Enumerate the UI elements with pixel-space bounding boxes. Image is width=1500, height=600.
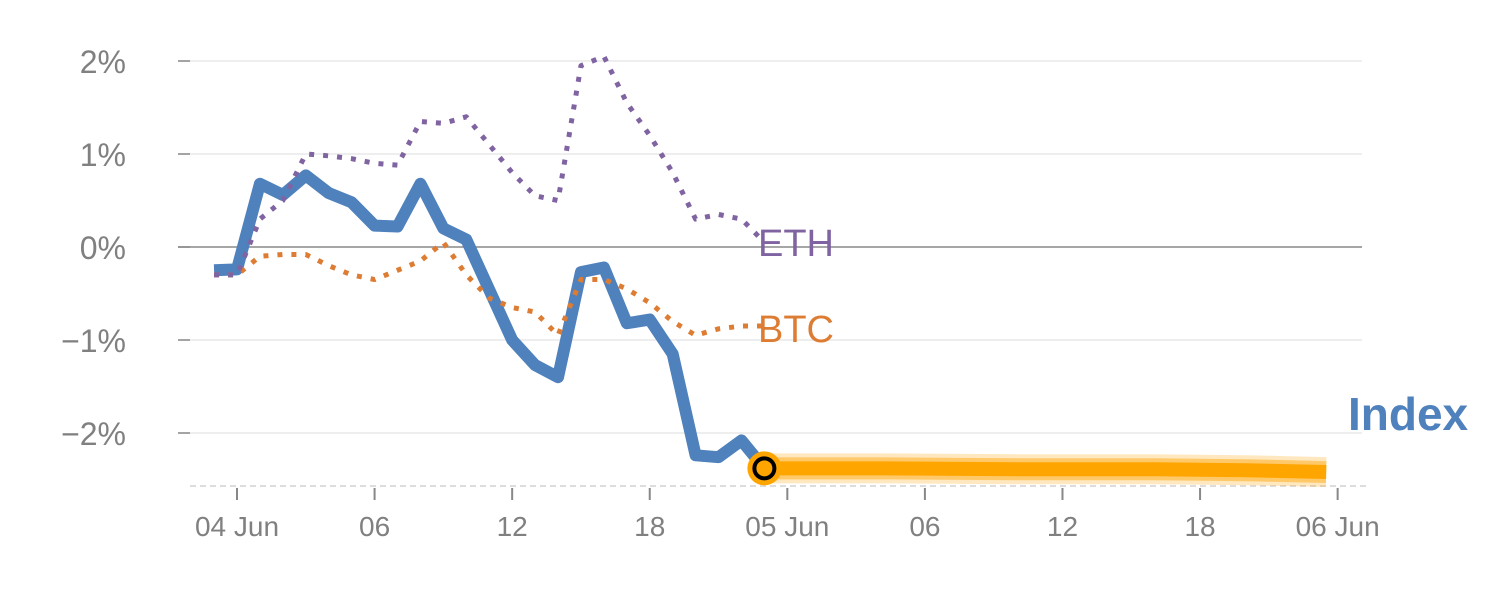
gridlines: [178, 60, 1368, 487]
x-tick-label: 06: [909, 511, 940, 542]
series-line-btc: [214, 239, 765, 338]
x-tick-label: 18: [1184, 511, 1215, 542]
forecast-band: [764, 453, 1327, 488]
x-tick-label: 06: [359, 511, 390, 542]
current-point-marker: [752, 456, 777, 481]
series-label-eth: ETH: [758, 223, 834, 265]
x-tick-label: 05 Jun: [745, 511, 829, 542]
series-lines: [213, 53, 782, 486]
x-tick-label: 18: [634, 511, 665, 542]
series-label-btc: BTC: [758, 309, 834, 351]
forecast-line: [764, 461, 1327, 480]
series-line-index: [213, 169, 770, 473]
series-line-eth: [214, 53, 767, 278]
x-tick-label: 04 Jun: [195, 511, 279, 542]
series-labels: ETH BTC Index: [758, 223, 1469, 440]
current-point-halo: [747, 451, 782, 486]
series-label-index: Index: [1348, 388, 1469, 440]
y-tick-label: 2%: [80, 44, 126, 80]
x-tick-label: 12: [497, 511, 528, 542]
y-axis: 2% 1% 0% −1% −2%: [61, 44, 190, 452]
x-axis: 04 Jun 06 12 18 05 Jun 06 12 18 06 Jun: [195, 488, 1380, 542]
y-tick-label: −2%: [61, 416, 126, 452]
y-tick-label: 1%: [80, 137, 126, 173]
y-tick-label: −1%: [61, 323, 126, 359]
x-tick-label: 06 Jun: [1296, 511, 1380, 542]
x-tick-label: 12: [1047, 511, 1078, 542]
y-tick-label: 0%: [80, 230, 126, 266]
